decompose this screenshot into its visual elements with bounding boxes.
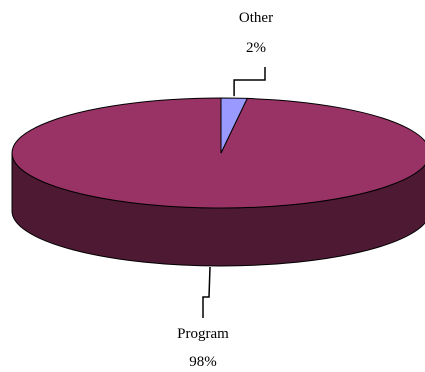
pie-slice-program [11, 97, 425, 209]
slice-value-other: 2% [246, 40, 266, 56]
slice-label-program: Program [177, 326, 229, 342]
slice-label-other: Other [239, 10, 273, 26]
slice-value-program: 98% [189, 354, 217, 370]
pie-slice-other [220, 97, 248, 154]
leader-line-other [233, 67, 266, 97]
leader-line-program [202, 266, 211, 318]
